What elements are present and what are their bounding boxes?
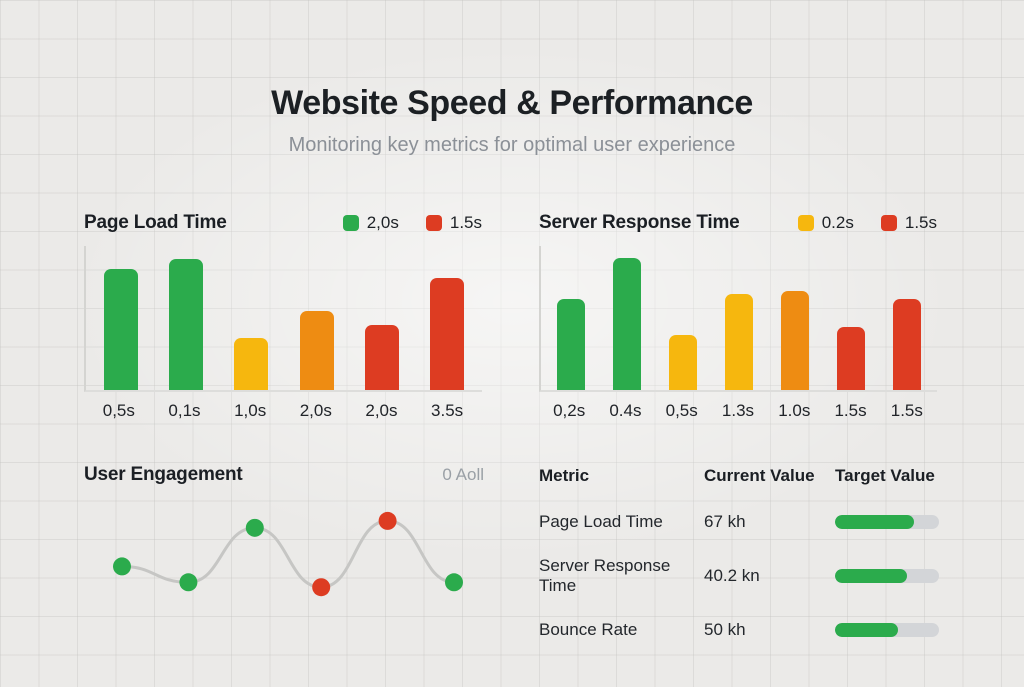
server-response-bars [539, 246, 937, 392]
bar-label: 2,0s [365, 401, 398, 420]
legend-label: 0.2s [821, 213, 854, 232]
line-chart-svg [113, 511, 463, 597]
data-point [245, 518, 264, 537]
bar-label: 0.4s [609, 401, 642, 420]
panel-page-load-time: Page Load Time 2,0s 1.5s 0,5s 0,1s 1,0s 2,0s… [84, 210, 482, 421]
bar [669, 335, 697, 390]
legend-label: 1.5s [449, 213, 482, 232]
target-value-cell [835, 503, 939, 541]
user-engagement-line-chart [84, 498, 484, 635]
page-load-time-title: Page Load Time [84, 212, 227, 233]
target-value-cell [835, 557, 939, 595]
bar-label: 1,0s [234, 401, 267, 420]
server-response-legend: 0.2s 1.5s [797, 213, 937, 233]
page-load-x-labels: 0,5s 0,1s 1,0s 2,0s 2,0s 3.5s [84, 392, 482, 421]
page-load-legend: 2,0s 1.5s [342, 213, 482, 233]
legend-swatch [342, 215, 359, 231]
bar-label: 1.3s [721, 401, 755, 420]
legend-label: 2,0s [366, 213, 399, 232]
legend-item: 1.5s [425, 213, 482, 233]
panel-user-engagement: User Engagement 0 Aoll [84, 462, 484, 635]
server-response-x-labels: 0,2s 0.4s 0,5s 1.3s 1.0s 1.5s 1.5s [539, 392, 937, 421]
table-header-current-value: Current Value [704, 466, 815, 485]
data-point [445, 573, 463, 592]
legend-label: 1.5s [904, 213, 937, 232]
bar [168, 258, 203, 390]
bar [893, 299, 921, 390]
current-value-cell: 40.2 kn [704, 566, 760, 585]
progress-track [835, 569, 939, 583]
page-load-bars [84, 246, 482, 392]
data-point [312, 578, 331, 597]
panel-server-response-time: Server Response Time 0.2s 1.5s 0,2s 0.4s 0,… [539, 210, 937, 421]
progress-fill [835, 623, 899, 637]
progress-fill [835, 569, 907, 583]
legend-swatch [797, 215, 814, 231]
target-value-cell [835, 611, 939, 649]
table-header-target-value: Target Value [835, 466, 935, 485]
bar-label: 0,5s [102, 401, 135, 420]
bar [103, 269, 138, 390]
legend-item: 0.2s [797, 213, 854, 233]
table-header-metric: Metric [539, 466, 590, 485]
trend-line [121, 519, 455, 589]
bar [364, 325, 399, 390]
bar [234, 338, 269, 390]
metrics-table: Metric Current Value Target Value Page L… [539, 462, 939, 652]
panel-head: Server Response Time 0.2s 1.5s [539, 210, 937, 236]
progress-track [835, 515, 939, 529]
bar-label: 0,5s [665, 401, 698, 420]
panel-head: Page Load Time 2,0s 1.5s [84, 210, 482, 236]
bar [299, 310, 334, 390]
page-header: Website Speed & Performance Monitoring k… [0, 84, 1024, 157]
page-subtitle: Monitoring key metrics for optimal user … [288, 134, 736, 156]
bar-label: 1.5s [890, 401, 923, 420]
progress-track [835, 623, 939, 637]
legend-item: 1.5s [880, 213, 937, 233]
progress-fill [835, 515, 915, 529]
current-value-cell: 50 kh [704, 620, 746, 639]
page-title: Website Speed & Performance [271, 84, 753, 122]
bar-label: 0,2s [553, 401, 586, 420]
data-point [378, 511, 397, 530]
metric-name-cell: Bounce Rate [539, 620, 638, 639]
metric-name-cell: Page Load Time [539, 512, 663, 531]
bar [781, 290, 809, 390]
legend-swatch [425, 215, 442, 231]
bar-label: 1.5s [834, 401, 867, 420]
server-response-title: Server Response Time [539, 212, 740, 233]
bar [557, 299, 585, 390]
bar-label: 2,0s [299, 401, 332, 420]
bar [430, 277, 465, 390]
bar-label: 1.0s [778, 401, 811, 420]
panel-head: User Engagement 0 Aoll [84, 462, 484, 488]
legend-swatch [880, 215, 897, 231]
bar [613, 257, 641, 390]
user-engagement-title: User Engagement [84, 464, 243, 485]
metric-name-cell: Server Response Time [539, 556, 671, 595]
bar [725, 293, 753, 390]
bar-label: 0,1s [168, 401, 201, 420]
bar [837, 326, 865, 390]
user-engagement-annotation: 0 Aoll [442, 465, 484, 484]
bar-label: 3.5s [431, 401, 464, 420]
data-point [179, 573, 198, 592]
panel-metrics-table: Metric Current Value Target Value Page L… [539, 462, 939, 652]
legend-item: 2,0s [342, 213, 399, 233]
data-point [113, 557, 131, 576]
current-value-cell: 67 kh [704, 512, 746, 531]
